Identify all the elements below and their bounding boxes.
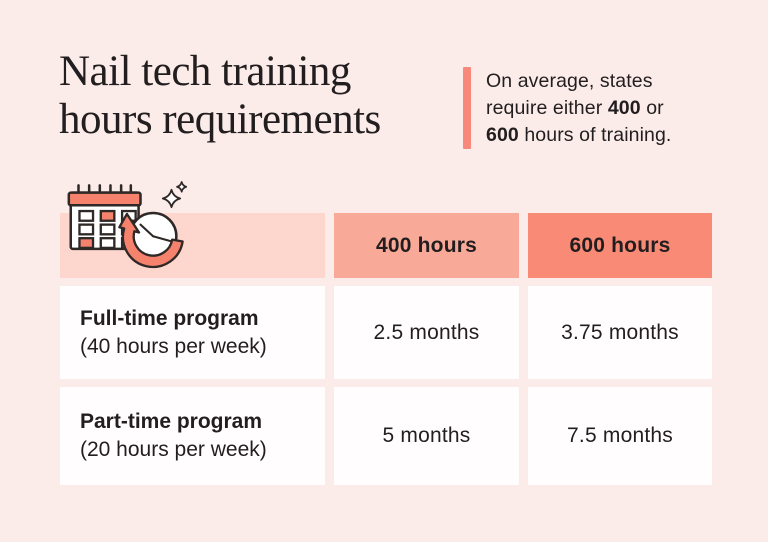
summary-note-text: On average, states require either 400 or… (486, 67, 671, 149)
note-bold-segment: 400 (607, 97, 641, 119)
note-text-segment: hours of training. (518, 124, 672, 146)
table-row-label-full-time: Full-time program (40 hours per week) (60, 286, 325, 379)
row-label-main: Part-time program (80, 410, 263, 433)
page-title: Nail tech training hours requirements (59, 48, 381, 144)
table-header-400-hours: 400 hours (334, 213, 519, 278)
row-label-sub: (20 hours per week) (80, 438, 267, 461)
note-text-segment: On average, states (486, 70, 653, 92)
sparkles-icon (161, 181, 187, 209)
note-text-segment: require either (486, 97, 608, 119)
table-cell-part-time-400: 5 months (334, 387, 519, 485)
note-bold-segment: 600 (486, 124, 519, 146)
accent-bar (463, 67, 471, 149)
row-label-sub: (40 hours per week) (80, 334, 267, 358)
refresh-arrow-icon (118, 212, 184, 269)
calendar-clock-icon (67, 181, 187, 269)
table-row-label-part-time: Part-time program (20 hours per week) (60, 387, 325, 485)
table-header-600-hours: 600 hours (528, 213, 712, 278)
page-title-line-2: hours requirements (59, 96, 381, 144)
training-hours-table: 400 hours 600 hours Full-time program (4… (60, 213, 712, 485)
note-text-segment: or (640, 97, 664, 119)
row-label-main: Full-time program (80, 306, 259, 330)
summary-note: On average, states require either 400 or… (463, 67, 671, 149)
page-title-line-1: Nail tech training (59, 48, 351, 95)
table-cell-full-time-600: 3.75 months (528, 286, 712, 379)
note-line-2: require either 400 or (486, 95, 671, 122)
note-line-1: On average, states (486, 68, 671, 95)
table-cell-part-time-600: 7.5 months (528, 387, 712, 485)
table-cell-full-time-400: 2.5 months (334, 286, 519, 379)
note-line-3: 600 hours of training. (486, 122, 671, 149)
